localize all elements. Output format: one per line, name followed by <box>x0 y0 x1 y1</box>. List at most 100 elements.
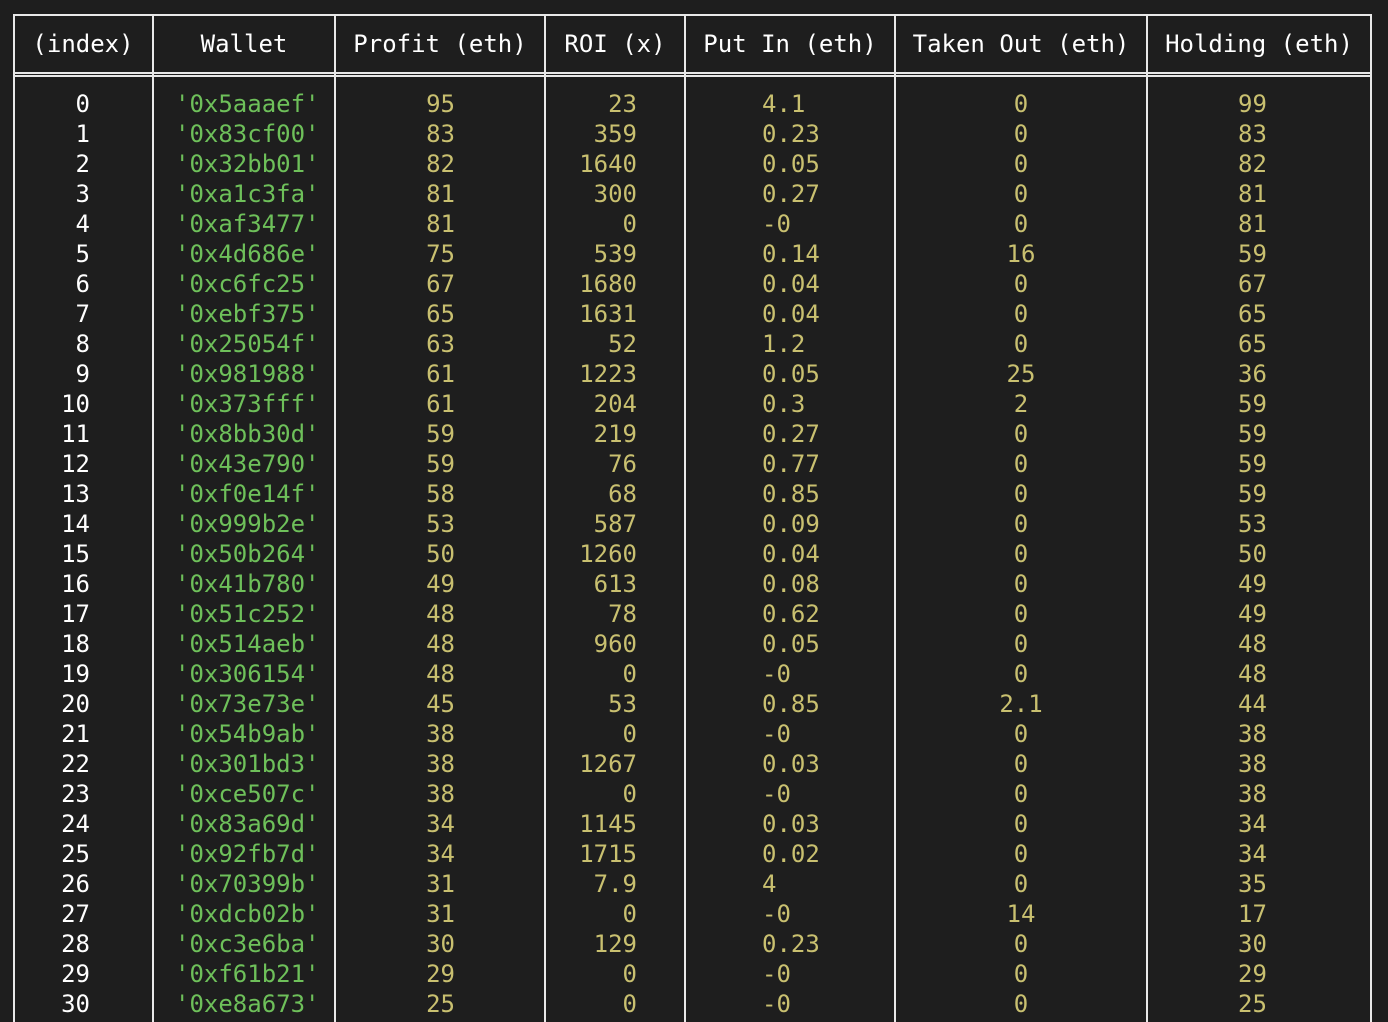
table-row: 4 '0xaf3477' 81 0 -0 0 81 <box>0 209 1388 239</box>
cell-index: 15 <box>61 540 90 568</box>
table-row: 9 '0x981988' 61 1223 0.05 25 36 <box>0 359 1388 389</box>
cell-roi: 359 <box>593 120 637 148</box>
cell-index: 16 <box>61 570 90 598</box>
cell-wallet: '0x51c252' <box>175 600 320 628</box>
cell-index: 26 <box>61 870 90 898</box>
cell-wallet: '0x41b780' <box>175 570 320 598</box>
cell-holding: 59 <box>1238 450 1267 478</box>
cell-put-in: 0.85 <box>762 480 820 508</box>
cell-put-in: 4.1 <box>762 90 806 118</box>
table-row: 25 '0x92fb7d' 34 1715 0.02 0 34 <box>0 839 1388 869</box>
cell-profit: 61 <box>426 390 455 418</box>
cell-wallet: '0xdcb02b' <box>175 900 320 928</box>
header-divider <box>13 72 1371 74</box>
cell-profit: 81 <box>426 180 455 208</box>
cell-holding: 48 <box>1238 660 1267 688</box>
table-row: 5 '0x4d686e' 75 539 0.14 16 59 <box>0 239 1388 269</box>
cell-put-in: 0.08 <box>762 570 820 598</box>
table-row: 30 '0xe8a673' 25 0 -0 0 25 <box>0 989 1388 1019</box>
cell-roi: 1260 <box>579 540 637 568</box>
cell-wallet: '0x306154' <box>175 660 320 688</box>
cell-roi: 1715 <box>579 840 637 868</box>
cell-index: 14 <box>61 510 90 538</box>
cell-taken-out: 0 <box>1013 630 1029 658</box>
column-divider <box>1146 14 1148 1022</box>
cell-holding: 36 <box>1238 360 1267 388</box>
cell-wallet: '0x981988' <box>175 360 320 388</box>
cell-profit: 53 <box>426 510 455 538</box>
table-row: 12 '0x43e790' 59 76 0.77 0 59 <box>0 449 1388 479</box>
cell-profit: 83 <box>426 120 455 148</box>
cell-taken-out: 25 <box>1006 360 1036 388</box>
cell-taken-out: 0 <box>1013 600 1029 628</box>
cell-holding: 44 <box>1238 690 1267 718</box>
cell-taken-out: 2.1 <box>999 690 1043 718</box>
cell-wallet: '0x514aeb' <box>175 630 320 658</box>
cell-roi: 1631 <box>579 300 637 328</box>
cell-put-in: -0 <box>762 780 791 808</box>
cell-put-in: 0.05 <box>762 150 820 178</box>
cell-holding: 38 <box>1238 750 1267 778</box>
cell-holding: 49 <box>1238 600 1267 628</box>
cell-roi: 300 <box>593 180 637 208</box>
cell-put-in: 0.03 <box>762 750 820 778</box>
cell-index: 17 <box>61 600 90 628</box>
cell-taken-out: 14 <box>1006 900 1036 928</box>
cell-taken-out: 0 <box>1013 660 1029 688</box>
cell-profit: 34 <box>426 840 455 868</box>
cell-put-in: 0.09 <box>762 510 820 538</box>
cell-put-in: 0.23 <box>762 120 820 148</box>
cell-put-in: 0.03 <box>762 810 820 838</box>
cell-put-in: 4 <box>762 870 777 898</box>
column-header-index: (index) <box>32 30 134 58</box>
table-row: 7 '0xebf375' 65 1631 0.04 0 65 <box>0 299 1388 329</box>
cell-holding: 48 <box>1238 630 1267 658</box>
cell-profit: 59 <box>426 450 455 478</box>
cell-put-in: -0 <box>762 720 791 748</box>
cell-roi: 1267 <box>579 750 637 778</box>
cell-roi: 0 <box>622 780 637 808</box>
cell-profit: 25 <box>426 990 455 1018</box>
column-header-put-in: Put In (eth) <box>703 30 877 58</box>
cell-holding: 83 <box>1238 120 1267 148</box>
cell-roi: 52 <box>608 330 637 358</box>
column-header-wallet: Wallet <box>200 30 288 58</box>
cell-profit: 30 <box>426 930 455 958</box>
header-divider <box>13 75 1371 77</box>
cell-put-in: 0.77 <box>762 450 820 478</box>
cell-wallet: '0x301bd3' <box>175 750 320 778</box>
cell-wallet: '0xf61b21' <box>175 960 320 988</box>
cell-roi: 1145 <box>579 810 637 838</box>
cell-taken-out: 0 <box>1013 930 1029 958</box>
cell-holding: 59 <box>1238 390 1267 418</box>
cell-wallet: '0x25054f' <box>175 330 320 358</box>
cell-roi: 78 <box>608 600 637 628</box>
cell-taken-out: 0 <box>1013 570 1029 598</box>
cell-holding: 49 <box>1238 570 1267 598</box>
cell-taken-out: 0 <box>1013 120 1029 148</box>
cell-holding: 59 <box>1238 480 1267 508</box>
cell-put-in: -0 <box>762 660 791 688</box>
column-divider <box>334 14 336 1022</box>
cell-roi: 1680 <box>579 270 637 298</box>
cell-taken-out: 0 <box>1013 750 1029 778</box>
cell-taken-out: 0 <box>1013 150 1029 178</box>
cell-index: 30 <box>61 990 90 1018</box>
column-divider <box>1370 14 1372 1022</box>
cell-index: 20 <box>61 690 90 718</box>
table-row: 20 '0x73e73e' 45 53 0.85 2.1 44 <box>0 689 1388 719</box>
cell-wallet: '0x73e73e' <box>175 690 320 718</box>
cell-holding: 65 <box>1238 300 1267 328</box>
cell-profit: 63 <box>426 330 455 358</box>
cell-taken-out: 0 <box>1013 90 1029 118</box>
table-row: 27 '0xdcb02b' 31 0 -0 14 17 <box>0 899 1388 929</box>
cell-put-in: -0 <box>762 960 791 988</box>
cell-roi: 204 <box>593 390 637 418</box>
cell-wallet: '0xaf3477' <box>175 210 320 238</box>
cell-wallet: '0x43e790' <box>175 450 320 478</box>
cell-profit: 48 <box>426 660 455 688</box>
cell-put-in: 1.2 <box>762 330 806 358</box>
column-header-profit: Profit (eth) <box>353 30 527 58</box>
cell-index: 13 <box>61 480 90 508</box>
cell-index: 9 <box>75 360 90 388</box>
